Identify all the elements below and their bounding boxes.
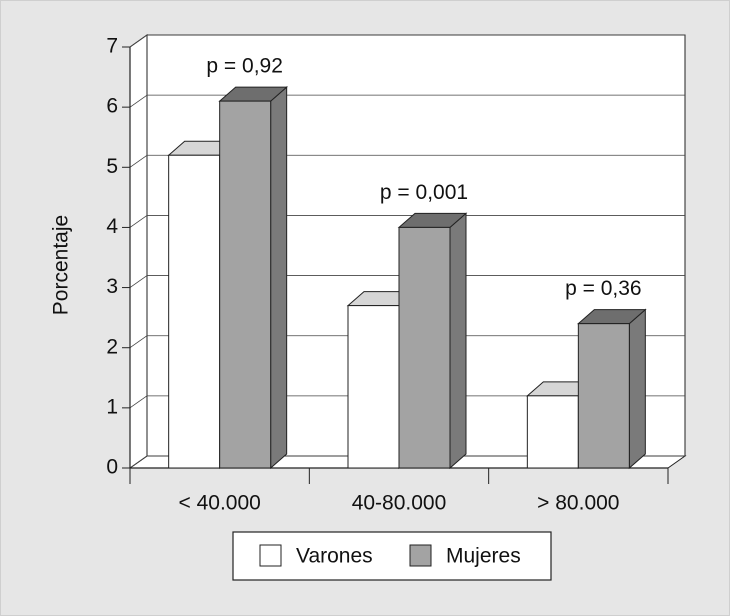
y-tick-label: 2 — [106, 335, 118, 358]
bar — [577, 323, 630, 469]
legend-box — [232, 531, 552, 581]
legend-label: Mujeres — [446, 545, 521, 568]
y-axis-label: Porcentaje — [50, 215, 73, 315]
x-tick-label: 40-80.000 — [352, 492, 447, 515]
grid-line-side — [129, 215, 148, 228]
bar — [347, 305, 400, 469]
annotation: p = 0,92 — [206, 55, 282, 78]
y-tick-label: 6 — [106, 95, 118, 118]
y-tick-label: 0 — [106, 456, 118, 479]
grid-line-side — [129, 154, 148, 168]
bar — [398, 226, 451, 469]
grid-line-side — [129, 455, 148, 469]
bar — [219, 100, 272, 469]
side-wall — [129, 34, 148, 469]
y-tick-label: 5 — [106, 155, 118, 178]
x-tick-label: < 40.000 — [178, 492, 260, 515]
bar-side — [628, 308, 646, 470]
bar — [526, 395, 579, 469]
bar-side — [270, 86, 288, 470]
y-tick-label: 4 — [106, 215, 118, 238]
y-tick-label: 1 — [106, 395, 118, 418]
annotation: p = 0,001 — [380, 181, 468, 204]
bar-side — [449, 212, 467, 470]
grid-line-side — [129, 395, 148, 409]
y-tick-label: 7 — [106, 35, 118, 58]
grid-line-side — [129, 94, 148, 108]
annotation: p = 0,36 — [565, 277, 641, 300]
grid-line-side — [129, 34, 148, 48]
grid-line-side — [129, 275, 148, 288]
grid-line-side — [129, 335, 148, 349]
bar — [168, 154, 221, 469]
legend-swatch — [259, 544, 282, 567]
x-tick-label: > 80.000 — [537, 492, 619, 515]
legend-swatch — [409, 544, 432, 567]
legend: Varones Mujeres — [232, 531, 552, 581]
y-tick-label: 3 — [106, 275, 118, 298]
legend-label: Varones — [296, 545, 373, 568]
